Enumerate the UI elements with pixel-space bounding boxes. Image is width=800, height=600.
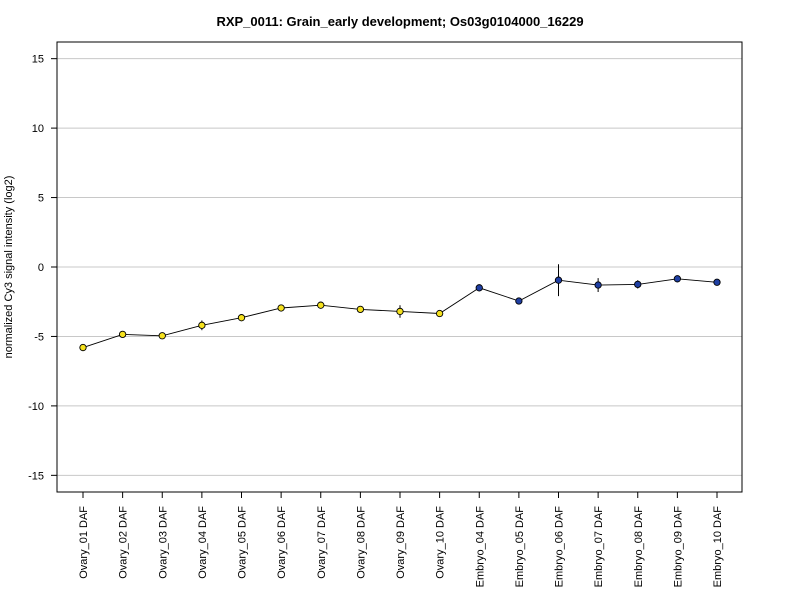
data-point <box>435 309 444 318</box>
x-tick-label: Embryo_09 DAF <box>672 506 684 588</box>
x-tick-label: Ovary_03 DAF <box>157 506 169 579</box>
data-point <box>158 332 166 340</box>
data-point <box>673 275 682 283</box>
x-axis: Ovary_01 DAF Ovary_02 DAF Ovary_03 DAF Ovar… <box>78 492 724 587</box>
x-tick-label: Ovary_04 DAF <box>197 506 209 579</box>
y-tick-label: 5 <box>38 193 44 205</box>
y-tick-label: -5 <box>34 331 44 343</box>
data-point <box>475 284 483 292</box>
x-tick-label: Embryo_06 DAF <box>554 506 566 588</box>
y-tick-label: 0 <box>38 262 44 274</box>
data-point <box>237 314 246 322</box>
x-tick-label: Ovary_08 DAF <box>355 506 367 579</box>
data-points <box>79 275 721 352</box>
y-tick-label: 10 <box>32 123 44 135</box>
y-axis: 15 10 5 0 -5 -10 -15 <box>28 54 57 482</box>
data-point <box>317 301 325 309</box>
data-point <box>554 276 563 284</box>
x-tick-label: Embryo_05 DAF <box>514 506 526 588</box>
x-tick-label: Ovary_05 DAF <box>237 506 249 579</box>
x-tick-label: Ovary_02 DAF <box>118 506 130 579</box>
data-point <box>198 321 206 329</box>
chart-title: RXP_0011: Grain_early development; Os03g… <box>216 14 583 29</box>
x-tick-label: Ovary_10 DAF <box>435 506 447 579</box>
data-point <box>713 278 721 286</box>
x-tick-label: Embryo_04 DAF <box>474 506 486 588</box>
y-tick-label: -15 <box>28 470 44 482</box>
grid-lines <box>57 58 742 476</box>
data-point <box>396 307 404 316</box>
x-tick-label: Ovary_09 DAF <box>395 506 407 579</box>
data-point <box>79 343 87 352</box>
data-point <box>594 281 602 289</box>
data-point <box>515 297 523 305</box>
x-tick-label: Embryo_08 DAF <box>633 506 645 588</box>
data-point <box>277 304 285 312</box>
data-point <box>356 305 365 314</box>
data-point <box>118 330 127 339</box>
x-tick-label: Embryo_07 DAF <box>593 506 605 588</box>
data-point <box>634 280 642 289</box>
x-tick-label: Ovary_07 DAF <box>316 506 328 579</box>
y-tick-label: 15 <box>32 54 44 66</box>
y-axis-label: normalized Cy3 signal intensity (log2) <box>3 176 15 359</box>
y-tick-label: -10 <box>28 401 44 413</box>
x-tick-label: Embryo_10 DAF <box>712 506 724 588</box>
x-tick-label: Ovary_01 DAF <box>78 506 90 579</box>
x-tick-label: Ovary_06 DAF <box>276 506 288 579</box>
